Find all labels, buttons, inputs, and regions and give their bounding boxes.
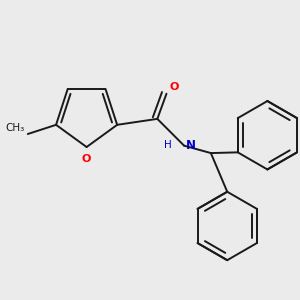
Text: CH₃: CH₃: [5, 122, 24, 133]
Text: O: O: [82, 154, 91, 164]
Text: O: O: [169, 82, 179, 92]
Text: N: N: [186, 139, 196, 152]
Text: H: H: [164, 140, 172, 150]
